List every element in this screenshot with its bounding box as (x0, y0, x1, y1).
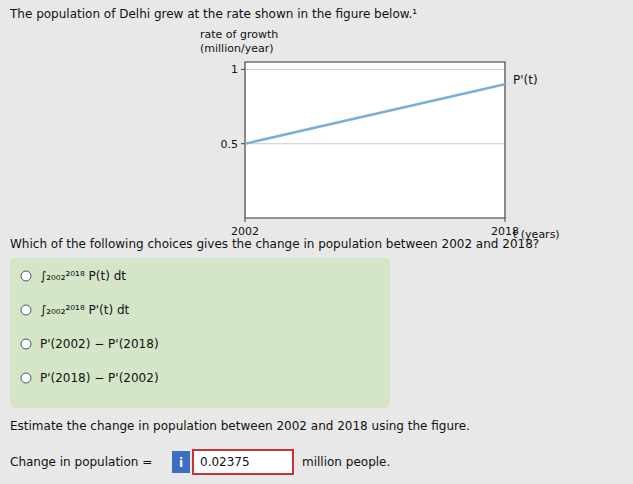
estimate-text: Estimate the change in population betwee… (10, 419, 470, 433)
line (245, 84, 505, 143)
y-grid-line (245, 143, 505, 144)
background (0, 0, 633, 484)
plot: 0.5120022018 (221, 62, 520, 238)
choice-box (10, 258, 390, 408)
question: Which of the following choices gives the… (10, 237, 539, 251)
y-tick-label: 1 (231, 63, 238, 76)
radio-button[interactable] (21, 305, 31, 315)
y-tick (241, 69, 245, 70)
title: The population of Delhi grew at the rate… (9, 7, 417, 21)
answer-value: 0.02375 (200, 455, 250, 469)
answer-label: Change in population = (10, 455, 152, 469)
series-label: P'(t) (513, 73, 538, 87)
info-icon-label: i (179, 456, 183, 470)
x-tick (245, 218, 246, 222)
plot-frame (245, 62, 505, 218)
plot-background (245, 62, 505, 218)
y-axis-label: (million/year) (200, 42, 273, 55)
choice: P'(2018) − P'(2002) (40, 371, 159, 385)
x-tick (505, 218, 506, 222)
y-tick (241, 143, 245, 144)
choice: P'(2002) − P'(2018) (40, 337, 159, 351)
y-grid-line (245, 69, 505, 70)
radio-button[interactable] (21, 339, 31, 349)
choice: ∫₂₀₀₂²⁰¹⁸ P(t) dt (40, 269, 126, 283)
page: The population of Delhi grew at the rate… (0, 0, 633, 484)
answer-unit: million people. (302, 455, 390, 469)
radio-button[interactable] (21, 271, 31, 281)
y-tick-label: 0.5 (221, 138, 239, 151)
info-icon[interactable] (172, 451, 190, 473)
series-group (245, 84, 505, 143)
radio-button[interactable] (21, 373, 31, 383)
answer-box[interactable] (193, 450, 293, 474)
y-axis-label: rate of growth (200, 28, 278, 41)
choice: ∫₂₀₀₂²⁰¹⁸ P'(t) dt (40, 303, 130, 317)
